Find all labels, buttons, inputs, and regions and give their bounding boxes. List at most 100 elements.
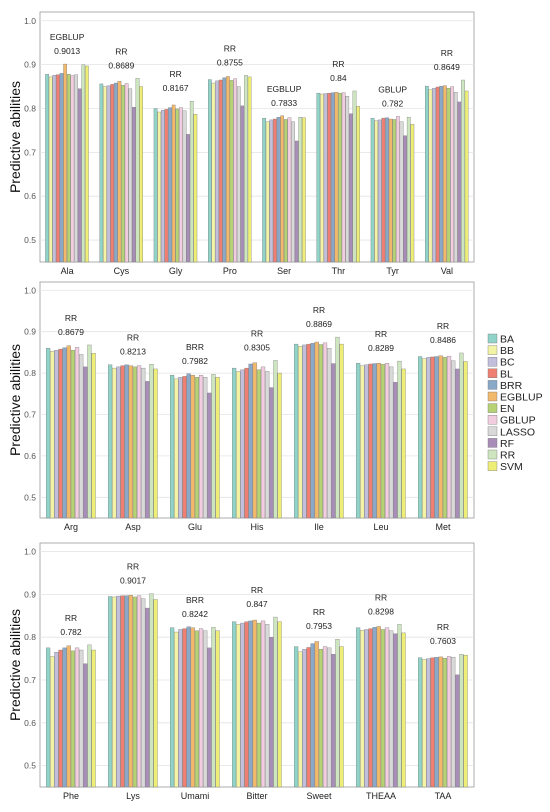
bar-Asp-RR [149, 364, 154, 519]
bar-Tyr-SVM [410, 124, 415, 263]
bar-Umami-LASSO [203, 630, 208, 788]
y-tick-label: 0.8 [24, 368, 36, 378]
best-value-label: 0.8689 [108, 60, 134, 70]
bar-Leu-BRR [372, 363, 377, 519]
bar-Ala-GBLUP [70, 75, 75, 263]
bar-Cys-GBLUP [124, 83, 129, 263]
bar-Phe-RF [83, 663, 88, 788]
bar-Leu-LASSO [389, 366, 394, 519]
bar-Tyr-RR [406, 117, 411, 263]
bar-Cys-RF [132, 107, 136, 263]
bar-Lys-BRR [124, 595, 129, 788]
best-method-label: RR [115, 46, 127, 56]
best-value-label: 0.9017 [120, 576, 146, 586]
bar-Pro-LASSO [236, 86, 241, 263]
bar-His-RR [273, 360, 278, 519]
bar-His-BRR [248, 363, 253, 519]
bar-Leu-GBLUP [384, 362, 390, 519]
y-tick-label: 0.5 [24, 235, 36, 245]
best-value-label: 0.7982 [182, 356, 208, 366]
bar-Val-EN [446, 88, 451, 263]
bar-THEAA-EGBLUP [376, 626, 381, 788]
bar-THEAA-EN [380, 629, 386, 788]
bar-Pro-BRR [222, 77, 227, 263]
bar-Sweet-EGBLUP [314, 641, 319, 788]
legend-swatch-SVM [487, 461, 498, 471]
bar-Tyr-EN [392, 119, 397, 263]
bar-Gly-BRR [168, 107, 172, 263]
best-method-label: RR [251, 328, 263, 338]
bar-Lys-LASSO [141, 598, 146, 788]
bar-TAA-EN [442, 657, 448, 788]
bar-THEAA-RF [393, 633, 398, 788]
bar-Lys-GBLUP [136, 595, 142, 788]
bar-Phe-BRR [62, 647, 67, 788]
bar-Lys-RF [145, 607, 150, 788]
bar-Lys-BA [108, 596, 113, 788]
best-method-label: GBLUP [378, 84, 407, 94]
bar-Ser-RF [294, 140, 299, 263]
bar-Cys-BA [99, 83, 104, 263]
legend-label-BB: BB [500, 345, 514, 357]
bar-Tyr-RF [403, 135, 407, 263]
legend-swatch-EGBLUP [487, 391, 498, 402]
bar-Bitter-EGBLUP [252, 619, 257, 788]
bar-Bitter-SVM [277, 621, 282, 788]
bar-Ser-BC [269, 119, 274, 263]
bar-Cys-BRR [113, 82, 118, 263]
best-method-label: RR [437, 321, 449, 331]
legend-label-LASSO: LASSO [500, 426, 535, 438]
bar-Ser-GBLUP [287, 117, 292, 263]
bar-Ile-BL [306, 343, 311, 519]
bar-Thr-BRR [330, 92, 335, 263]
x-tick-label: Lys [126, 791, 140, 801]
best-method-label: RR [224, 43, 236, 53]
best-method-label: RR [313, 305, 325, 315]
bar-Tyr-EGBLUP [388, 118, 393, 263]
legend-label-RR: RR [500, 450, 516, 462]
x-tick-label: His [251, 522, 264, 532]
best-method-label: RR [65, 613, 77, 623]
bar-Leu-RF [393, 382, 398, 519]
bar-Ala-SVM [85, 65, 89, 263]
bar-Umami-GBLUP [198, 628, 204, 788]
bar-THEAA-RR [397, 624, 402, 788]
bar-Glu-BL [182, 376, 187, 519]
bar-Sweet-BB [298, 651, 303, 788]
bar-Asp-EGBLUP [128, 365, 133, 519]
bar-Ser-RR [298, 117, 303, 263]
best-value-label: 0.8869 [306, 319, 332, 329]
bar-Arg-EGBLUP [66, 345, 71, 519]
bar-Met-RR [459, 352, 464, 519]
best-value-label: 0.8679 [58, 327, 84, 337]
bar-Val-BC [432, 88, 436, 263]
x-tick-label: Ser [277, 266, 291, 276]
bar-Lys-EGBLUP [128, 595, 133, 788]
bar-Thr-BA [316, 92, 321, 263]
bar-Bitter-RF [269, 637, 274, 788]
bar-Cys-EN [121, 85, 125, 263]
best-method-label: RR [169, 69, 181, 79]
best-value-label: 0.7833 [271, 98, 297, 108]
bar-Sweet-BA [294, 646, 299, 788]
best-method-label: RR [65, 313, 77, 323]
bar-TAA-RF [455, 674, 460, 788]
bar-Ser-EGBLUP [280, 115, 285, 263]
y-tick-label: 1.0 [24, 285, 36, 295]
bar-Met-EN [442, 357, 448, 519]
bar-TAA-BC [426, 658, 431, 788]
y-tick-label: 0.5 [24, 492, 36, 502]
best-method-label: RR [437, 622, 449, 632]
best-method-label: RR [375, 592, 387, 602]
bar-Glu-LASSO [203, 377, 208, 519]
bar-Val-RR [461, 79, 465, 263]
best-value-label: 0.8305 [244, 342, 270, 352]
bar-Pro-SVM [247, 76, 252, 263]
bar-Met-RF [455, 368, 460, 519]
bar-TAA-BB [422, 659, 427, 788]
bar-Bitter-RR [273, 616, 278, 788]
bar-Tyr-BRR [385, 117, 389, 263]
bar-Glu-GBLUP [198, 374, 204, 519]
bar-Ile-RR [335, 336, 340, 519]
best-method-label: RR [313, 607, 325, 617]
